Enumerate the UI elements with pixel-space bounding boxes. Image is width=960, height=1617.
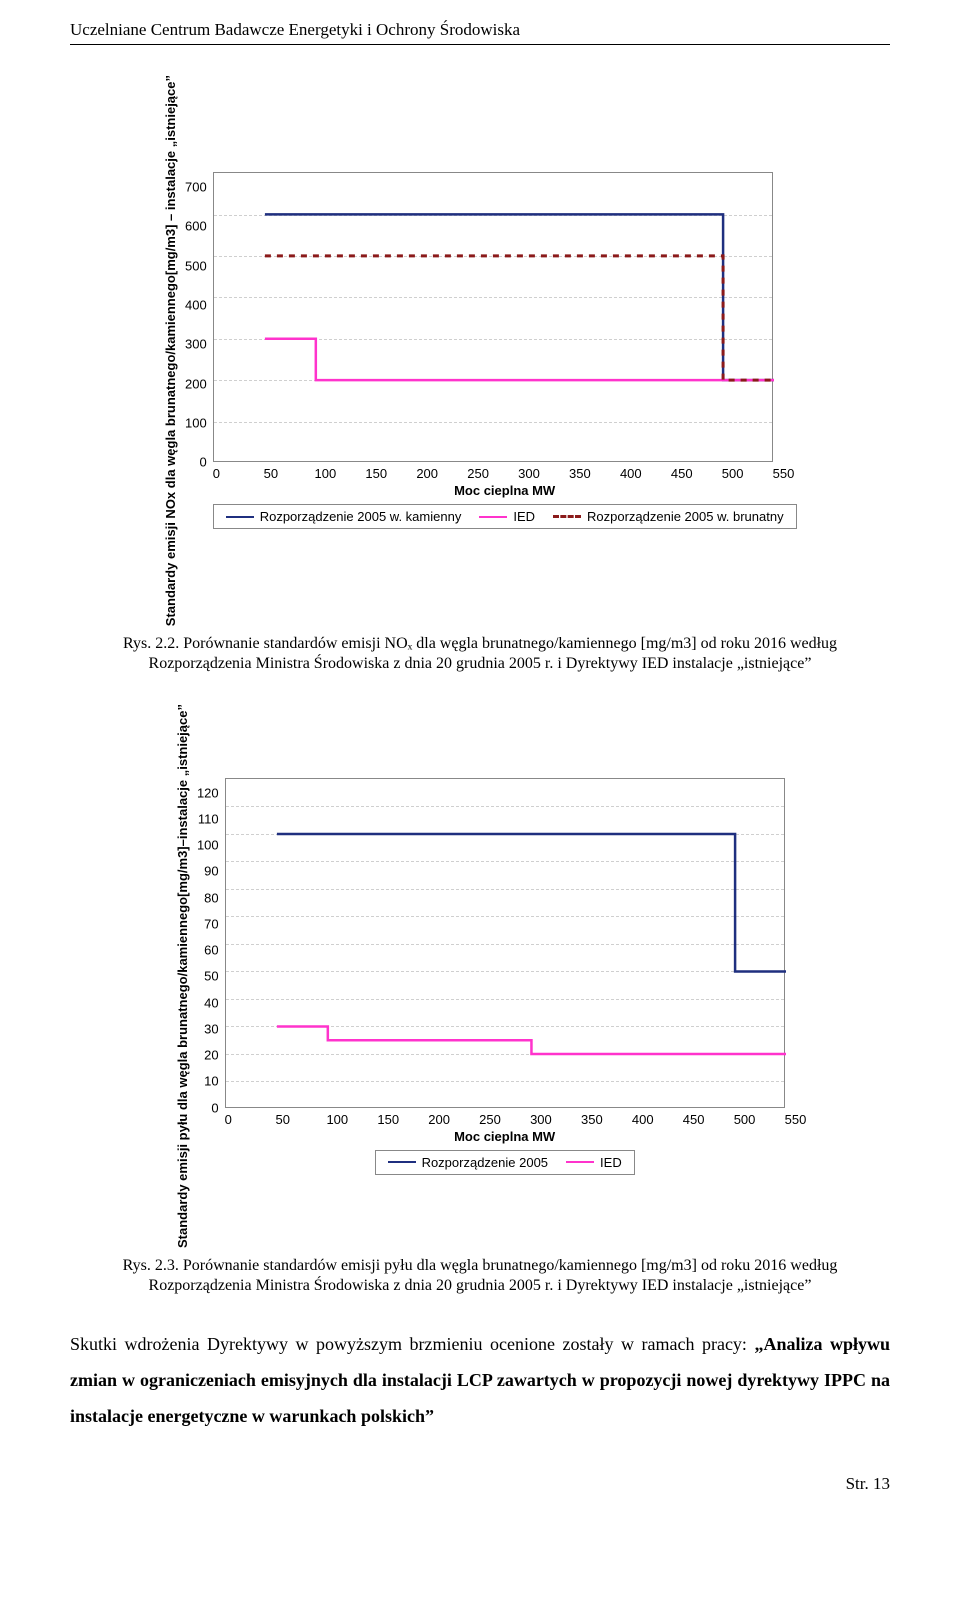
caption-2: Rys. 2.3. Porównanie standardów emisji p… — [110, 1256, 850, 1296]
chart2-ylabel: Standardy emisji pyłu dla węgla brunatne… — [175, 704, 191, 1248]
chart1-ylabel: Standardy emisji NOx dla węgla brunatneg… — [163, 75, 179, 626]
chart2-yticks: 1201101009080706050403020100 — [197, 778, 225, 1108]
chart1-xlabel: Moc cieplna MW — [213, 483, 797, 498]
legend-label: IED — [600, 1155, 622, 1170]
caption-1: Rys. 2.2. Porównanie standardów emisji N… — [110, 634, 850, 674]
legend-label: IED — [513, 509, 535, 524]
chart1-legend: Rozporządzenie 2005 w. kamienny IED Rozpor… — [213, 504, 797, 529]
legend-label: Rozporządzenie 2005 — [422, 1155, 548, 1170]
chart1-yticks: 7006005004003002001000 — [185, 172, 213, 462]
legend-label: Rozporządzenie 2005 w. brunatny — [587, 509, 784, 524]
chart1-plot — [213, 172, 773, 462]
page-header: Uczelniane Centrum Badawcze Energetyki i… — [70, 0, 890, 45]
page-number: Str. 13 — [70, 1474, 890, 1494]
chart2-plot — [225, 778, 785, 1108]
chart-nox: Standardy emisji NOx dla węgla brunatneg… — [70, 75, 890, 626]
chart2-xticks: 050100150200250300350400450500550 — [225, 1112, 785, 1127]
legend-label: Rozporządzenie 2005 w. kamienny — [260, 509, 462, 524]
chart-pylu: Standardy emisji pyłu dla węgla brunatne… — [70, 704, 890, 1248]
chart1-xticks: 050100150200250300350400450500550 — [213, 466, 773, 481]
body-paragraph: Skutki wdrożenia Dyrektywy w powyższym b… — [70, 1326, 890, 1434]
chart2-legend: Rozporządzenie 2005 IED — [375, 1150, 635, 1175]
chart2-xlabel: Moc cieplna MW — [225, 1129, 785, 1144]
